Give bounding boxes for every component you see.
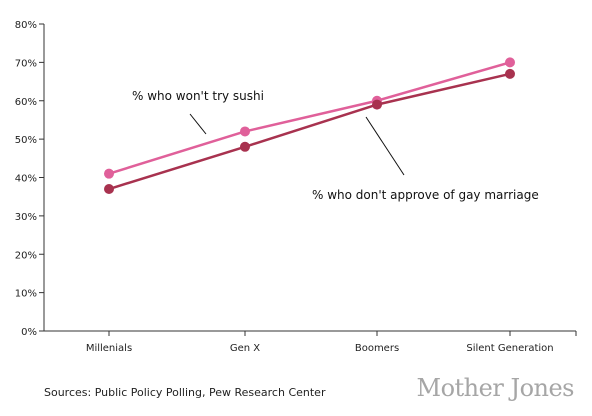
series-1-point: [372, 99, 382, 110]
series-0-point: [104, 168, 114, 179]
y-tick-label: 30%: [15, 212, 37, 223]
x-axis-ticks: Millenials Gen X Boomers Silent Generation: [86, 331, 577, 354]
y-tick-label: 0%: [21, 327, 37, 338]
series-1-line: [108, 72, 511, 191]
y-tick-label: 80%: [15, 20, 37, 31]
x-tick-label: Silent Generation: [466, 343, 553, 354]
y-axis-ticks: 0% 10% 20% 30% 40% 50% 60% 70% 80%: [15, 20, 44, 338]
series-0-line: [108, 61, 511, 175]
sushi-annotation-leader: [189, 113, 207, 135]
series-1-point: [505, 68, 515, 79]
marriage-series-label: % who don't approve of gay marriage: [312, 188, 539, 202]
series-1-point: [104, 184, 114, 195]
y-tick-label: 50%: [15, 135, 37, 146]
source-note: Sources: Public Policy Polling, Pew Rese…: [44, 386, 326, 399]
y-tick-label: 60%: [15, 97, 37, 108]
series-layer: [104, 57, 515, 195]
series-1-point: [240, 141, 250, 152]
sushi-series-label: % who won't try sushi: [132, 89, 264, 103]
x-tick-label: Millenials: [86, 343, 132, 354]
y-tick-label: 20%: [15, 250, 37, 261]
series-0-point: [505, 57, 515, 68]
series-0-point: [240, 126, 250, 137]
x-tick-label: Gen X: [230, 343, 260, 354]
brand-wordmark: Mother Jones: [416, 374, 575, 402]
chart-axes: [43, 24, 576, 332]
y-tick-label: 70%: [15, 58, 37, 69]
x-tick-label: Boomers: [355, 343, 399, 354]
series-annotations: % who won't try sushi % who don't approv…: [132, 89, 539, 202]
y-tick-label: 40%: [15, 174, 37, 185]
marriage-annotation-leader: [365, 116, 405, 176]
line-chart: 0% 10% 20% 30% 40% 50% 60% 70% 80% Millenials Gen…: [15, 20, 577, 354]
y-tick-label: 10%: [15, 289, 37, 300]
